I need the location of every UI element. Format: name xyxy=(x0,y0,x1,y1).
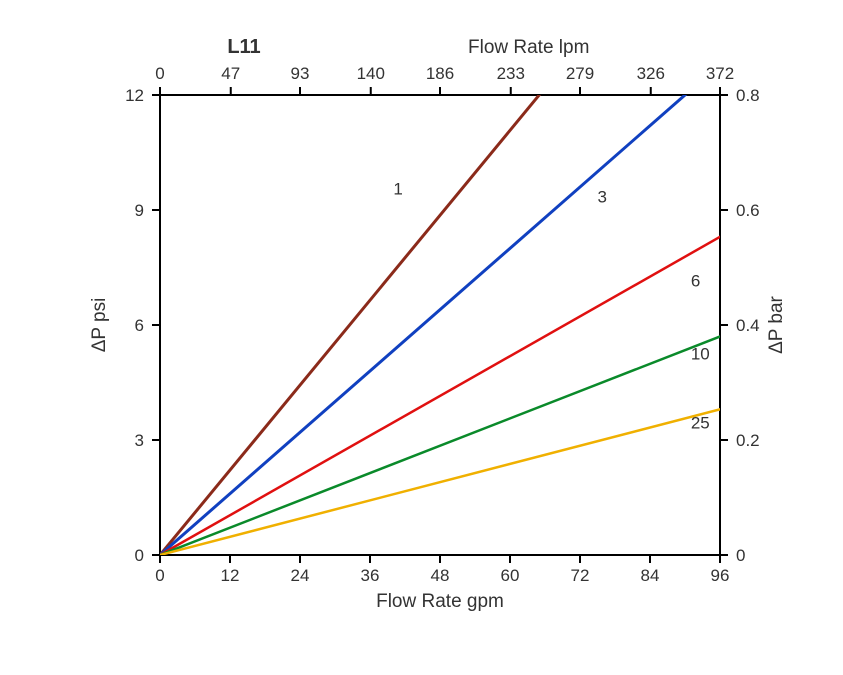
x-top-tick-label: 47 xyxy=(221,64,240,83)
y-left-axis-label: ΔP psi xyxy=(89,298,110,353)
x-bottom-axis-label: Flow Rate gpm xyxy=(376,591,504,612)
chart-container: { "chart": { "type": "line", "width": 84… xyxy=(0,0,843,675)
y-right-tick-label: 0.6 xyxy=(736,201,760,220)
series-label: 10 xyxy=(691,345,710,364)
y-left-tick-label: 9 xyxy=(135,201,144,220)
x-top-tick-label: 93 xyxy=(291,64,310,83)
chart-title-right: Flow Rate lpm xyxy=(468,37,589,58)
y-left-tick-label: 12 xyxy=(125,86,144,105)
y-right-tick-label: 0.2 xyxy=(736,431,760,450)
chart-title-left: L11 xyxy=(227,36,260,58)
y-right-tick-label: 0 xyxy=(736,546,745,565)
series-label: 6 xyxy=(691,272,700,291)
x-top-tick-label: 0 xyxy=(155,64,164,83)
x-bottom-tick-label: 12 xyxy=(221,566,240,585)
pressure-flow-chart: 01224364860728496Flow Rate gpm0479314018… xyxy=(0,0,843,675)
series-label: 1 xyxy=(393,180,402,199)
x-top-tick-label: 279 xyxy=(566,64,594,83)
series-label: 25 xyxy=(691,414,710,433)
series-label: 3 xyxy=(598,187,607,206)
x-bottom-tick-label: 48 xyxy=(431,566,450,585)
x-bottom-tick-label: 24 xyxy=(291,566,310,585)
y-right-tick-label: 0.8 xyxy=(736,86,760,105)
x-bottom-tick-label: 0 xyxy=(155,566,164,585)
x-bottom-tick-label: 72 xyxy=(571,566,590,585)
x-bottom-tick-label: 96 xyxy=(711,566,730,585)
y-left-tick-label: 0 xyxy=(135,546,144,565)
x-bottom-tick-label: 84 xyxy=(641,566,660,585)
x-top-tick-label: 372 xyxy=(706,64,734,83)
y-right-tick-label: 0.4 xyxy=(736,316,760,335)
y-right-axis-label: ΔP bar xyxy=(766,295,787,353)
y-left-tick-label: 6 xyxy=(135,316,144,335)
x-top-tick-label: 186 xyxy=(426,64,454,83)
x-top-tick-label: 140 xyxy=(357,64,385,83)
y-left-tick-label: 3 xyxy=(135,431,144,450)
x-top-tick-label: 326 xyxy=(637,64,665,83)
x-top-tick-label: 233 xyxy=(497,64,525,83)
x-bottom-tick-label: 60 xyxy=(501,566,520,585)
x-bottom-tick-label: 36 xyxy=(361,566,380,585)
